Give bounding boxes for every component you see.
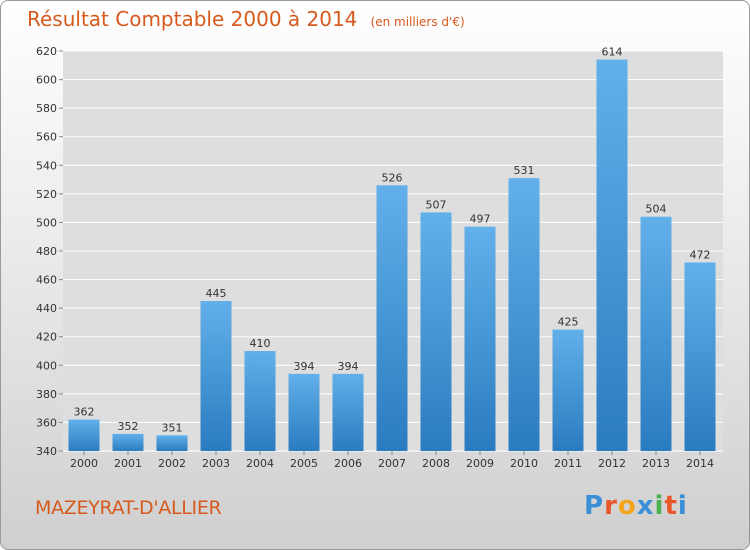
chart-subtitle: (en milliers d'€): [370, 15, 465, 29]
bar-2005: [288, 373, 320, 451]
x-tick-label: 2001: [114, 457, 142, 470]
y-tick-label: 540: [36, 159, 57, 172]
x-tick-label: 2005: [290, 457, 318, 470]
data-label: 472: [690, 248, 711, 261]
y-tick-label: 560: [36, 131, 57, 144]
data-label: 445: [206, 287, 227, 300]
x-tick-label: 2010: [510, 457, 538, 470]
bar-2013: [640, 216, 672, 451]
logo-letter: i: [677, 491, 688, 521]
bar-2006: [332, 373, 364, 451]
data-label: 394: [338, 360, 359, 373]
data-label: 614: [602, 46, 623, 59]
y-tick-label: 520: [36, 188, 57, 201]
data-label: 351: [162, 421, 183, 434]
x-tick-label: 2008: [422, 457, 450, 470]
data-label: 497: [470, 213, 491, 226]
x-tick-label: 2014: [686, 457, 714, 470]
x-tick-label: 2011: [554, 457, 582, 470]
bar-2010: [508, 178, 540, 451]
y-tick-label: 340: [36, 445, 57, 458]
x-tick-label: 2004: [246, 457, 274, 470]
x-tick-label: 2003: [202, 457, 230, 470]
proxiti-logo: Proxiti: [584, 491, 688, 521]
data-label: 362: [74, 406, 95, 419]
logo-letter: r: [604, 491, 618, 521]
y-tick-label: 460: [36, 274, 57, 287]
y-tick-label: 500: [36, 216, 57, 229]
y-axis-ticks: 340 360 380 400 420 440 460 480 500 520 540 560 580 6…: [36, 45, 57, 458]
y-tick-label: 440: [36, 302, 57, 315]
data-label: 507: [426, 198, 447, 211]
bar-2008: [420, 212, 452, 451]
data-labels: 362 352 351 445 410 394 394 526 507 497 531 425 614 5…: [74, 46, 711, 435]
bars: [68, 59, 716, 452]
x-tick-label: 2013: [642, 457, 670, 470]
bar-2004: [244, 351, 276, 451]
logo-letter: P: [584, 491, 605, 521]
title-row: Résultat Comptable 2000 à 2014 (en milli…: [27, 7, 465, 31]
data-label: 504: [646, 203, 667, 216]
chart-title: Résultat Comptable 2000 à 2014: [27, 7, 358, 31]
bar-2007: [376, 185, 408, 452]
bar-2003: [200, 301, 232, 451]
data-label: 410: [250, 337, 271, 350]
y-tick-label: 580: [36, 102, 57, 115]
bar-2001: [112, 433, 144, 451]
bar-2000: [68, 419, 100, 451]
data-label: 352: [118, 420, 139, 433]
bar-2002: [156, 435, 188, 451]
logo-letter: x: [636, 491, 655, 521]
logo-letter: o: [617, 491, 637, 521]
y-tick-label: 480: [36, 245, 57, 258]
data-label: 531: [514, 164, 535, 177]
y-tick-label: 380: [36, 388, 57, 401]
x-tick-label: 2007: [378, 457, 406, 470]
bar-2011: [552, 329, 584, 451]
x-axis-ticks: 2000 2001 2002 2003 2004 2005 2006 2007 2008 2009…: [70, 451, 714, 470]
data-label: 425: [558, 316, 579, 329]
data-label: 394: [294, 360, 315, 373]
bar-2014: [684, 262, 716, 451]
x-tick-label: 2012: [598, 457, 626, 470]
y-tick-label: 600: [36, 74, 57, 87]
bar-2012: [596, 59, 628, 451]
y-tick-label: 420: [36, 331, 57, 344]
y-tick-label: 620: [36, 45, 57, 58]
x-tick-label: 2002: [158, 457, 186, 470]
data-label: 526: [382, 171, 403, 184]
logo-letter: i: [654, 491, 665, 521]
bar-2009: [464, 226, 496, 451]
y-tick-label: 400: [36, 359, 57, 372]
location-name: MAZEYRAT-D'ALLIER: [35, 497, 222, 519]
x-tick-label: 2006: [334, 457, 362, 470]
logo-letter: t: [664, 491, 678, 521]
y-tick-label: 360: [36, 416, 57, 429]
x-tick-label: 2009: [466, 457, 494, 470]
x-tick-label: 2000: [70, 457, 98, 470]
